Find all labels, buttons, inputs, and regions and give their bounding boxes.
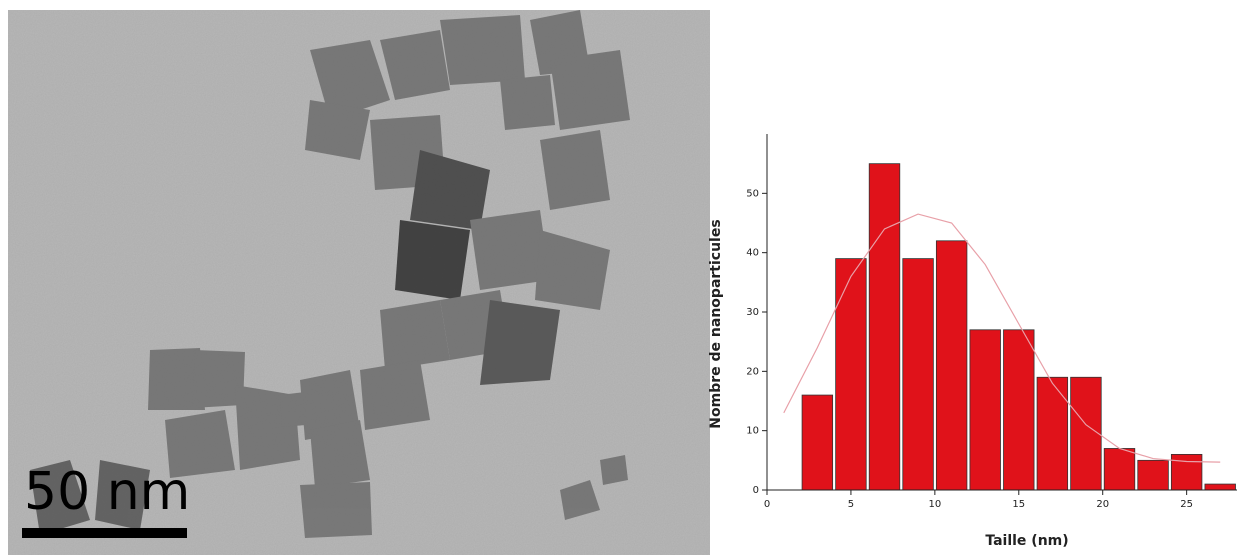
bar: [969, 329, 1001, 491]
bar: [935, 240, 968, 491]
scale-label: 50 nm: [24, 462, 190, 522]
particles: [30, 10, 630, 538]
bar: [868, 163, 901, 491]
x-tick-label: 0: [764, 499, 770, 510]
x-tick-label: 25: [1180, 499, 1193, 510]
x-tick-label: 5: [848, 499, 854, 510]
x-tick-label: 20: [1096, 499, 1109, 510]
y-tick-label: 40: [746, 248, 759, 259]
bar: [1036, 376, 1069, 491]
y-tick-label: 0: [753, 485, 759, 496]
bar: [835, 258, 867, 491]
bar: [1070, 376, 1102, 491]
bar: [801, 394, 834, 491]
x-tick-label: 15: [1012, 499, 1025, 510]
x-tick-label: 10: [928, 499, 941, 510]
y-tick-label: 20: [746, 366, 759, 377]
micrograph: 50 nm: [8, 10, 710, 555]
bar: [1103, 448, 1136, 491]
bar: [1204, 483, 1236, 491]
bar: [902, 258, 934, 491]
y-tick-label: 50: [746, 188, 759, 199]
y-axis-label: Nombre de nanoparticules: [708, 219, 724, 428]
bar: [1170, 453, 1203, 491]
y-tick-label: 30: [746, 307, 759, 318]
x-axis-label: Taille (nm): [985, 533, 1068, 549]
scale-bar: [22, 528, 187, 538]
bar: [1137, 459, 1169, 491]
y-tick-label: 10: [746, 426, 759, 437]
fit-curve: [783, 213, 1221, 463]
bar: [1003, 329, 1035, 491]
